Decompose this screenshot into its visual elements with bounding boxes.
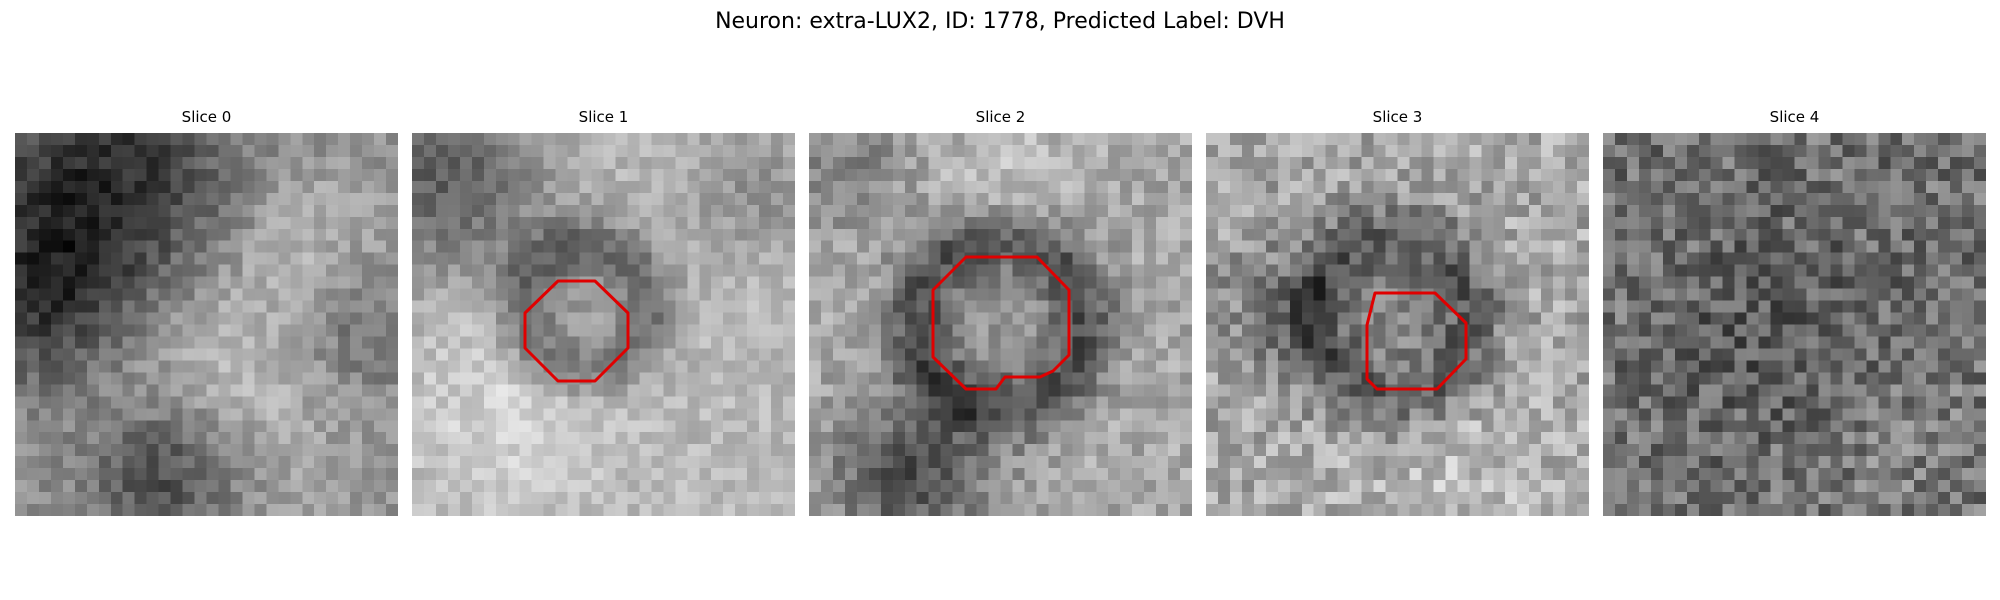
roi-outline	[523, 279, 630, 383]
slice-title: Slice 1	[578, 108, 629, 126]
slice-2-image	[809, 133, 1192, 516]
slice-title: Slice 2	[975, 108, 1026, 126]
figure-title: Neuron: extra-LUX2, ID: 1778, Predicted …	[715, 9, 1285, 34]
roi-outline	[931, 255, 1071, 391]
slice-panel-3: Slice 3	[1206, 108, 1589, 516]
slice-title: Slice 3	[1372, 108, 1423, 126]
slice-0-image	[15, 133, 398, 516]
slice-panel-2: Slice 2	[809, 108, 1192, 516]
slice-1-image	[412, 133, 795, 516]
slice-4-image	[1603, 133, 1986, 516]
slice-panel-0: Slice 0	[15, 108, 398, 516]
slice-title: Slice 0	[181, 108, 232, 126]
slice-panel-4: Slice 4	[1603, 108, 1986, 516]
slice-3-image	[1206, 133, 1589, 516]
slice-panel-1: Slice 1	[412, 108, 795, 516]
roi-outline	[1365, 291, 1468, 391]
slice-title: Slice 4	[1769, 108, 1820, 126]
